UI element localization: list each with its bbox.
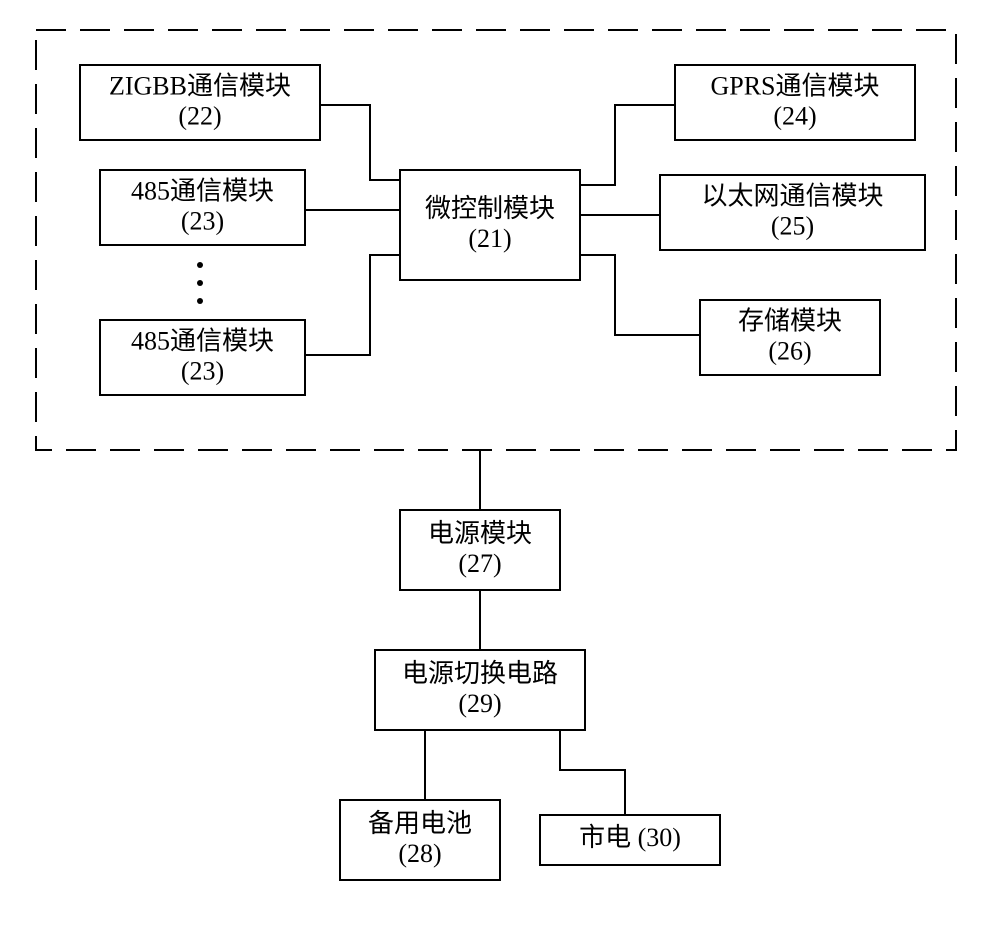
ellipsis-dot: [197, 262, 203, 268]
node-26-label2: (26): [768, 336, 811, 365]
node-23b-label2: (23): [181, 356, 224, 385]
node-21-label2: (21): [468, 224, 511, 253]
ellipsis-dot: [197, 280, 203, 286]
node-25-label2: (25): [771, 211, 814, 240]
node-27-label2: (27): [458, 549, 501, 578]
node-25-label1: 以太网通信模块: [701, 181, 883, 210]
node-28-label2: (28): [398, 839, 441, 868]
node-28-label1: 备用电池: [368, 809, 472, 838]
node-27-label1: 电源模块: [428, 519, 532, 548]
ellipsis-dot: [197, 298, 203, 304]
edge-22-21: [320, 105, 400, 180]
node-26-label1: 存储模块: [738, 306, 842, 335]
node-22-label1: ZIGBB通信模块: [109, 71, 291, 100]
node-22-label2: (22): [178, 101, 221, 130]
node-30-label1: 市电 (30): [579, 823, 681, 852]
block-diagram: 微控制模块(21)ZIGBB通信模块(22)485通信模块(23)485通信模块…: [0, 0, 1000, 925]
node-29-label1: 电源切换电路: [402, 659, 558, 688]
node-29-label2: (29): [458, 689, 501, 718]
edge-29-30: [560, 730, 625, 815]
edge-21-24: [580, 105, 675, 185]
node-23a-label1: 485通信模块: [131, 176, 274, 205]
edge-21-26: [580, 255, 700, 335]
node-23a-label2: (23): [181, 206, 224, 235]
node-24-label1: GPRS通信模块: [710, 71, 879, 100]
node-23b-label1: 485通信模块: [131, 326, 274, 355]
node-24-label2: (24): [773, 101, 816, 130]
node-21-label1: 微控制模块: [425, 194, 555, 223]
edge-23b-21: [305, 255, 400, 355]
